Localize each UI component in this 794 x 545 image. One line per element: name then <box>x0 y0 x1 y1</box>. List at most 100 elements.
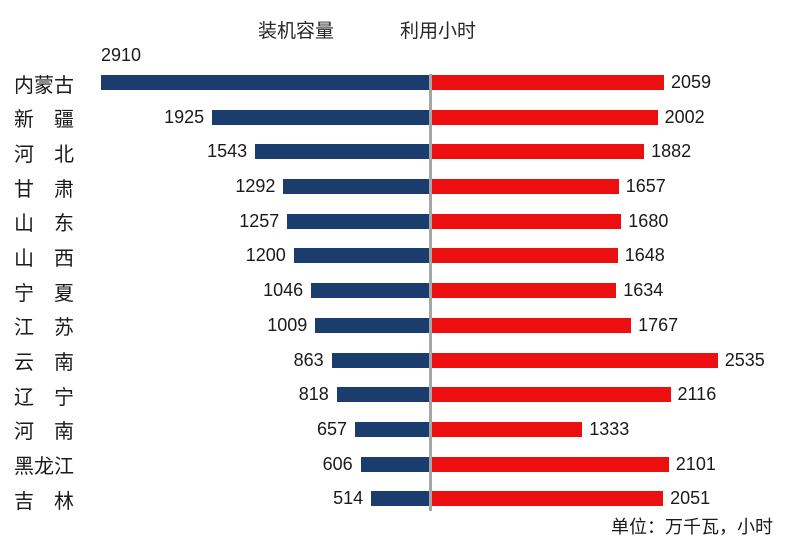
hours-bar <box>432 456 669 472</box>
hours-value-label: 1680 <box>628 210 669 231</box>
capacity-value-label: 1292 <box>235 176 276 197</box>
capacity-value-label: 1925 <box>164 106 205 127</box>
category-label: 辽 宁 <box>14 386 74 409</box>
capacity-value-label: 818 <box>298 384 329 405</box>
hours-value-label: 1648 <box>624 245 665 266</box>
chart-row: 辽 宁 818 2116 <box>0 384 794 422</box>
capacity-bar <box>360 456 429 472</box>
capacity-value-label: 1200 <box>245 245 286 266</box>
hours-zone: 1767 <box>432 314 794 335</box>
hours-zone: 1680 <box>432 210 794 231</box>
capacity-value-label: 863 <box>293 349 324 370</box>
series-header-capacity: 装机容量 <box>257 21 334 42</box>
center-axis-line <box>429 74 432 511</box>
capacity-zone: 1257 <box>90 210 429 231</box>
capacity-bar <box>101 75 429 90</box>
hours-value-label: 2002 <box>664 106 705 127</box>
capacity-zone: 818 <box>90 384 429 405</box>
capacity-zone: 606 <box>90 453 429 474</box>
hours-bar <box>432 283 617 299</box>
chart-row: 吉 林 514 2051 <box>0 488 794 526</box>
chart-row: 黑龙江 606 2101 <box>0 453 794 492</box>
capacity-top-value-label: 2910 <box>101 45 142 65</box>
hours-bar <box>432 213 622 229</box>
capacity-bar <box>212 109 429 125</box>
capacity-value-label: 657 <box>316 418 347 439</box>
hours-value-label: 2051 <box>670 488 711 509</box>
hours-bar <box>432 317 632 333</box>
hours-bar <box>432 144 645 160</box>
hours-zone: 1657 <box>432 176 794 197</box>
capacity-bar <box>371 491 429 507</box>
hours-zone: 2101 <box>432 455 794 473</box>
chart-row: 河 北 1543 1882 <box>0 141 794 179</box>
capacity-zone: 657 <box>90 418 429 439</box>
category-label: 甘 肃 <box>14 178 74 201</box>
capacity-zone: 863 <box>90 349 429 370</box>
chart-row: 云 南 863 2535 <box>0 349 794 388</box>
hours-bar <box>432 248 618 264</box>
hours-value-label: 1657 <box>625 176 666 197</box>
hours-bar <box>432 179 619 195</box>
hours-zone: 1634 <box>432 280 794 301</box>
capacity-value-label: 1543 <box>207 141 248 162</box>
hours-zone: 1882 <box>432 142 794 160</box>
chart-row: 山 东 1257 1680 <box>0 210 794 249</box>
capacity-value-label: 514 <box>333 488 364 509</box>
capacity-zone: 1046 <box>90 280 429 301</box>
chart-rows: 内蒙古 2910 2059 新 疆 1925 2002 河 北 1543 188… <box>0 72 794 526</box>
hours-zone: 2002 <box>432 106 794 127</box>
capacity-bar <box>336 387 429 403</box>
series-header-hours: 利用小时 <box>399 21 476 42</box>
hours-zone: 2535 <box>432 351 794 369</box>
hours-zone: 1648 <box>432 245 794 266</box>
chart-row: 山 西 1200 1648 <box>0 245 794 283</box>
capacity-zone: 1009 <box>90 316 429 334</box>
category-label: 新 疆 <box>14 109 74 132</box>
chart-row: 甘 肃 1292 1657 <box>0 176 794 214</box>
capacity-value-label: 1046 <box>263 280 304 301</box>
capacity-bar <box>287 213 429 229</box>
category-label: 内蒙古 <box>14 74 74 97</box>
category-label: 山 东 <box>14 213 74 236</box>
category-label: 黑龙江 <box>14 456 74 479</box>
category-label: 云 南 <box>14 352 74 374</box>
capacity-bar <box>331 352 429 368</box>
capacity-zone: 2910 <box>90 75 429 90</box>
category-label: 山 西 <box>14 247 74 270</box>
unit-note: 单位：万千瓦，小时 <box>611 517 773 537</box>
hours-bar <box>432 75 664 90</box>
hours-value-label: 2059 <box>671 72 712 92</box>
category-label: 吉 林 <box>14 490 74 513</box>
capacity-zone: 514 <box>90 488 429 509</box>
hours-bar <box>432 109 658 125</box>
capacity-zone: 1292 <box>90 176 429 197</box>
chart-row: 宁 夏 1046 1634 <box>0 280 794 318</box>
hours-bar <box>432 491 664 507</box>
hours-bar <box>432 352 718 368</box>
capacity-value-label: 606 <box>322 453 353 474</box>
chart-row: 新 疆 1925 2002 <box>0 106 794 145</box>
hours-value-label: 1333 <box>589 418 630 439</box>
chart-row: 江 苏 1009 1767 <box>0 314 794 353</box>
hours-zone: 2059 <box>432 72 794 92</box>
capacity-zone: 1200 <box>90 245 429 266</box>
category-label: 河 北 <box>14 143 74 166</box>
hours-zone: 1333 <box>432 418 794 439</box>
hours-value-label: 1634 <box>623 280 664 301</box>
capacity-bar <box>315 317 429 333</box>
chart-row: 河 南 657 1333 <box>0 418 794 457</box>
capacity-zone: 1925 <box>90 106 429 127</box>
hours-bar <box>432 387 671 403</box>
capacity-value-label: 1257 <box>239 210 280 231</box>
hours-value-label: 1767 <box>638 314 679 335</box>
hours-zone: 2051 <box>432 488 794 509</box>
capacity-bar <box>355 421 429 437</box>
capacity-bar <box>283 179 429 195</box>
hours-zone: 2116 <box>432 384 794 405</box>
hours-value-label: 2116 <box>677 384 717 405</box>
capacity-bar <box>255 144 429 160</box>
chart-row: 内蒙古 2910 2059 <box>0 72 794 110</box>
category-label: 江 苏 <box>14 317 74 340</box>
